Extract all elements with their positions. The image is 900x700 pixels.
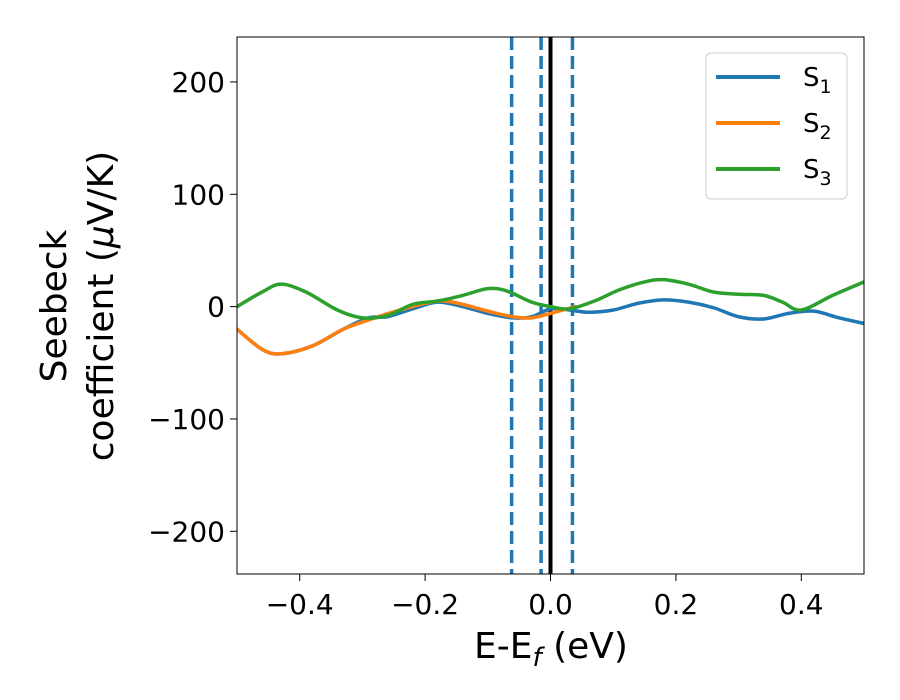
y-axis-label-tail: V/K) bbox=[81, 151, 122, 225]
x-axis-label: E-Ef (eV) bbox=[474, 626, 628, 673]
y-tick-label: 200 bbox=[172, 66, 225, 99]
x-axis-label-main: E-E bbox=[474, 626, 532, 667]
legend-box bbox=[705, 52, 848, 200]
y-axis-label-line1: Seebeck bbox=[34, 229, 75, 382]
series-line-s2 bbox=[237, 299, 578, 356]
x-axis: −0.4 −0.2 0.0 0.2 0.4 bbox=[266, 574, 824, 621]
y-tick-label: 0 bbox=[207, 291, 225, 324]
x-tick-label: −0.4 bbox=[266, 588, 334, 621]
legend-label-s3: S3 bbox=[803, 155, 832, 190]
legend: S1 S2 S3 bbox=[705, 52, 848, 200]
x-tick-label: 0.4 bbox=[779, 588, 824, 621]
y-axis-label-line2-text: coefficient ( bbox=[81, 248, 122, 461]
y-tick-label: −200 bbox=[148, 515, 225, 548]
x-tick-label: 0.0 bbox=[528, 588, 573, 621]
x-axis-label-tail: (eV) bbox=[542, 626, 628, 667]
y-tick-label: −100 bbox=[148, 403, 225, 436]
series-line-s3 bbox=[237, 277, 864, 320]
y-tick-label: 100 bbox=[172, 178, 225, 211]
y-axis-label-mu: μ bbox=[81, 225, 122, 249]
y-axis-label-line2: coefficient (μV/K) bbox=[81, 151, 122, 461]
x-tick-label: −0.2 bbox=[391, 588, 459, 621]
x-tick-label: 0.2 bbox=[654, 588, 699, 621]
series-group bbox=[237, 277, 864, 356]
y-axis-label-line1-text: Seebeck bbox=[34, 229, 75, 382]
y-axis: −200 −100 0 100 200 bbox=[148, 66, 237, 548]
legend-label-s2: S2 bbox=[803, 109, 832, 144]
legend-label-s1: S1 bbox=[803, 63, 832, 98]
